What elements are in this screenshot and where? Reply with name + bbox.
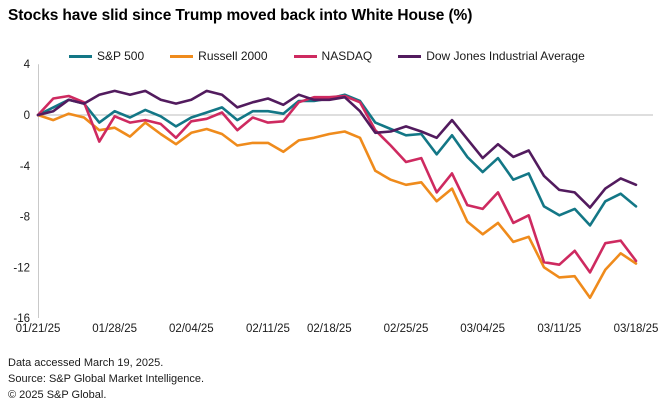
x-tick-label: 02/04/25 xyxy=(169,323,214,335)
x-tick-label: 03/04/25 xyxy=(460,323,505,335)
series-line-nasdaq xyxy=(36,94,638,274)
legend-label-dow-jones-industrial-average: Dow Jones Industrial Average xyxy=(426,49,585,63)
legend-item-nasdaq: NASDAQ xyxy=(293,49,373,63)
x-tick-label: 02/18/25 xyxy=(307,323,352,335)
legend-swatch-s-p-500 xyxy=(69,54,92,58)
x-tick-label: 01/21/25 xyxy=(16,323,61,335)
footer: Data accessed March 19, 2025. Source: S&… xyxy=(8,355,204,403)
legend-label-s-p-500: S&P 500 xyxy=(97,49,145,63)
chart-title: Stocks have slid since Trump moved back … xyxy=(8,7,473,24)
y-tick-label: -8 xyxy=(20,212,30,224)
footer-copyright: © 2025 S&P Global. xyxy=(8,389,107,401)
legend-item-s-p-500: S&P 500 xyxy=(69,49,144,63)
x-tick-label: 03/11/25 xyxy=(537,323,581,335)
series-line-russell-2000 xyxy=(36,112,638,299)
legend: S&P 500 Russell 2000 NASDAQ Dow Jones Indus… xyxy=(69,49,585,63)
footer-data-accessed: Data accessed March 19, 2025. xyxy=(8,357,164,369)
x-tick-label: 03/18/25 xyxy=(614,323,659,335)
y-tick-label: 0 xyxy=(24,110,30,122)
footer-source: Source: S&P Global Market Intelligence. xyxy=(8,373,205,385)
legend-swatch-dow-jones-industrial-average xyxy=(398,54,422,58)
y-tick-label: 4 xyxy=(24,59,31,71)
series-line-dow-jones-industrial-average xyxy=(36,89,638,209)
y-tick-label: -16 xyxy=(13,313,30,325)
legend-swatch-russell-2000 xyxy=(170,54,194,58)
x-tick-label: 02/25/25 xyxy=(384,323,429,335)
series-line-s-p-500 xyxy=(36,93,638,227)
legend-swatch-nasdaq xyxy=(293,54,317,58)
x-tick-label: 02/11/25 xyxy=(246,323,290,335)
x-tick-label: 01/28/25 xyxy=(92,323,137,335)
legend-item-dow-jones-industrial-average: Dow Jones Industrial Average xyxy=(398,49,585,63)
legend-label-nasdaq: NASDAQ xyxy=(321,49,373,63)
y-tick-label: -12 xyxy=(13,262,30,274)
y-tick-label: -4 xyxy=(20,161,31,173)
legend-label-russell-2000: Russell 2000 xyxy=(198,49,268,63)
legend-item-russell-2000: Russell 2000 xyxy=(170,49,268,63)
